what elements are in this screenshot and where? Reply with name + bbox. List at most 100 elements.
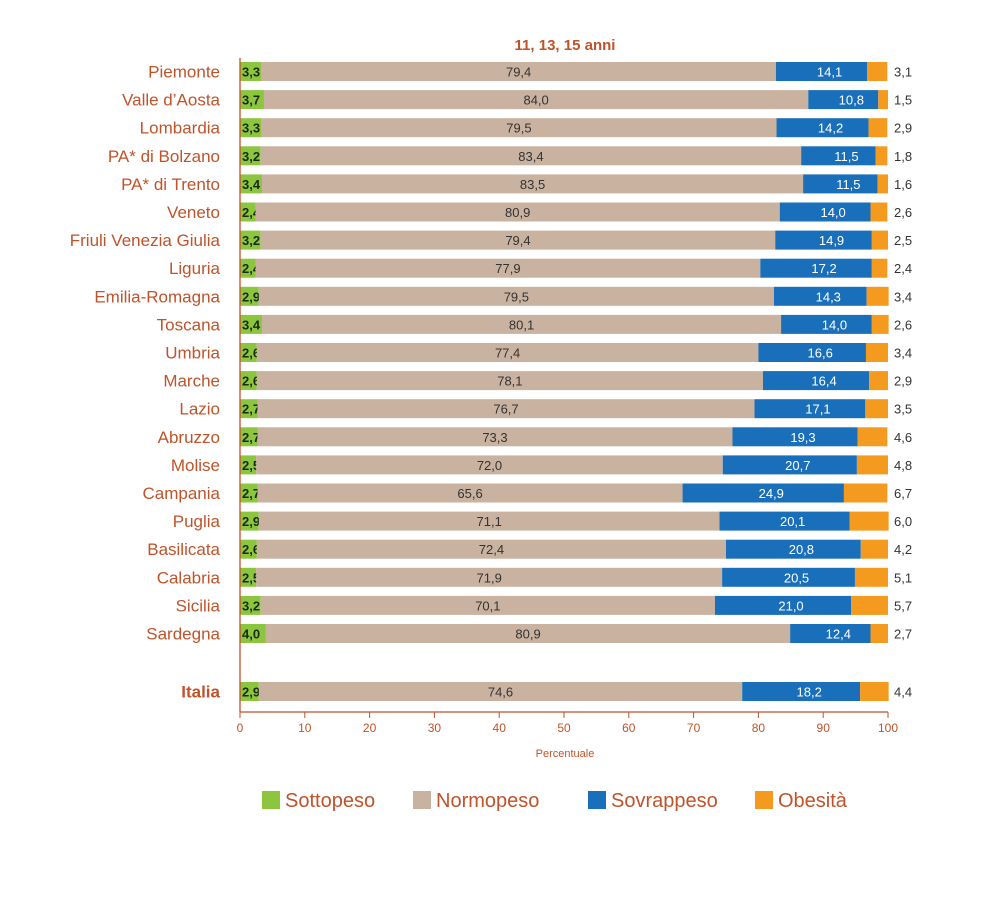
value-label-sottopeso: 2,6	[242, 374, 260, 389]
bar-segment-sovrappeso	[760, 258, 872, 278]
value-label-obesita: 3,1	[894, 65, 912, 80]
bars-layer: Piemonte 3,3 79,4 14,1 3,1 Valle d’Aosta 3,7 84…	[70, 62, 912, 702]
category-label: Lazio	[179, 400, 220, 419]
x-axis-label: Percentuale	[536, 748, 595, 760]
value-label-sottopeso: 2,5	[242, 458, 260, 473]
value-label-sovrappeso: 19,3	[790, 430, 815, 445]
bar-segment-normopeso	[256, 455, 723, 475]
bar-segment-sovrappeso	[801, 146, 876, 166]
bar-segment-sottopeso	[240, 427, 258, 447]
bar-segment-obesita	[843, 483, 888, 503]
bar-segment-obesita	[851, 595, 888, 615]
bar-segment-sovrappeso	[722, 455, 857, 475]
category-label: Friuli Venezia Giulia	[70, 231, 221, 250]
legend-label: Sovrappeso	[611, 790, 718, 812]
bar-segment-sottopeso	[240, 146, 261, 166]
value-label-normopeso: 71,1	[477, 514, 502, 529]
x-tick-label: 80	[752, 721, 766, 735]
category-label: Italia	[181, 683, 220, 702]
value-label-sovrappeso: 20,5	[784, 570, 809, 585]
value-label-obesita: 2,6	[894, 317, 912, 332]
bar-segment-sottopeso	[240, 539, 257, 559]
bar-segment-normopeso	[261, 62, 776, 81]
bar-segment-obesita	[857, 427, 888, 447]
bar-segment-sottopeso	[240, 258, 256, 278]
value-label-normopeso: 80,9	[515, 627, 540, 642]
bar-segment-normopeso	[256, 371, 763, 391]
value-label-sottopeso: 3,3	[242, 65, 260, 80]
bar-segment-sovrappeso	[732, 427, 858, 447]
bar-segment-sovrappeso	[754, 399, 866, 419]
value-label-sovrappeso: 17,1	[805, 402, 830, 417]
bar-segment-sottopeso	[240, 343, 257, 362]
category-label: PA* di Trento	[121, 175, 220, 194]
bar-segment-normopeso	[255, 202, 780, 222]
value-label-obesita: 2,7	[894, 627, 912, 642]
value-label-sovrappeso: 17,2	[811, 261, 836, 276]
value-label-sovrappeso: 12,4	[826, 627, 851, 642]
bar-segment-normopeso	[258, 511, 720, 531]
bar-segment-obesita	[866, 286, 889, 306]
value-label-sottopeso: 2,9	[242, 289, 260, 304]
bar-segment-obesita	[865, 343, 888, 362]
bar-segment-sovrappeso	[722, 567, 855, 587]
value-label-sovrappeso: 20,8	[789, 542, 814, 557]
category-label: Sardegna	[146, 625, 220, 644]
bar-segment-normopeso	[261, 118, 777, 138]
x-tick-label: 20	[363, 721, 377, 735]
bar-segment-obesita	[869, 371, 888, 391]
bar-segment-obesita	[878, 90, 888, 110]
bar-segment-normopeso	[257, 483, 683, 503]
value-label-obesita: 6,7	[894, 486, 912, 501]
legend-label: Obesità	[778, 790, 848, 812]
value-label-sovrappeso: 14,3	[816, 289, 841, 304]
bar-segment-normopeso	[265, 624, 791, 643]
value-label-sovrappeso: 16,6	[808, 346, 833, 361]
value-label-sovrappeso: 14,9	[819, 233, 844, 248]
value-label-obesita: 4,8	[894, 458, 912, 473]
x-tick-label: 30	[428, 721, 442, 735]
bar-segment-sottopeso	[240, 174, 263, 194]
category-label: Piemonte	[148, 63, 220, 82]
value-label-obesita: 3,5	[894, 402, 912, 417]
bar-segment-sovrappeso	[762, 371, 870, 391]
legend-swatch	[588, 791, 606, 809]
value-label-sottopeso: 4,0	[242, 627, 260, 642]
value-label-obesita: 4,2	[894, 542, 912, 557]
value-label-sottopeso: 3,2	[242, 149, 260, 164]
bar-segment-sovrappeso	[808, 90, 879, 110]
bar-segment-obesita	[867, 62, 888, 81]
value-label-sovrappeso: 10,8	[839, 93, 864, 108]
value-label-sovrappeso: 20,1	[780, 514, 805, 529]
x-tick-label: 90	[817, 721, 831, 735]
bar-segment-sovrappeso	[781, 314, 872, 334]
bar-segment-sottopeso	[240, 624, 266, 643]
bar-segment-sottopeso	[240, 62, 262, 81]
value-label-normopeso: 84,0	[523, 93, 548, 108]
x-tick-label: 100	[878, 721, 898, 735]
bar-segment-sottopeso	[240, 399, 258, 419]
value-label-obesita: 5,7	[894, 598, 912, 613]
value-label-obesita: 2,5	[894, 233, 912, 248]
value-label-sovrappeso: 14,1	[817, 65, 842, 80]
bar-segment-sovrappeso	[775, 230, 872, 250]
value-label-obesita: 3,4	[894, 346, 912, 361]
value-label-sovrappeso: 11,5	[836, 177, 860, 192]
bar-segment-obesita	[854, 567, 888, 587]
value-label-normopeso: 65,6	[457, 486, 482, 501]
category-label: Umbria	[165, 344, 220, 363]
bar-segment-obesita	[860, 682, 889, 701]
value-label-sovrappeso: 14,0	[820, 205, 845, 220]
bar-segment-normopeso	[262, 174, 804, 194]
value-label-normopeso: 72,4	[479, 542, 504, 557]
category-label: Puglia	[173, 512, 221, 531]
bar-segment-normopeso	[258, 286, 774, 306]
value-label-normopeso: 77,9	[495, 261, 520, 276]
category-label: Basilicata	[147, 540, 220, 559]
value-label-obesita: 2,9	[894, 121, 912, 136]
value-label-normopeso: 73,3	[482, 430, 507, 445]
bar-segment-normopeso	[257, 427, 733, 447]
value-label-sottopeso: 2,9	[242, 514, 260, 529]
value-label-sottopeso: 2,7	[242, 402, 260, 417]
